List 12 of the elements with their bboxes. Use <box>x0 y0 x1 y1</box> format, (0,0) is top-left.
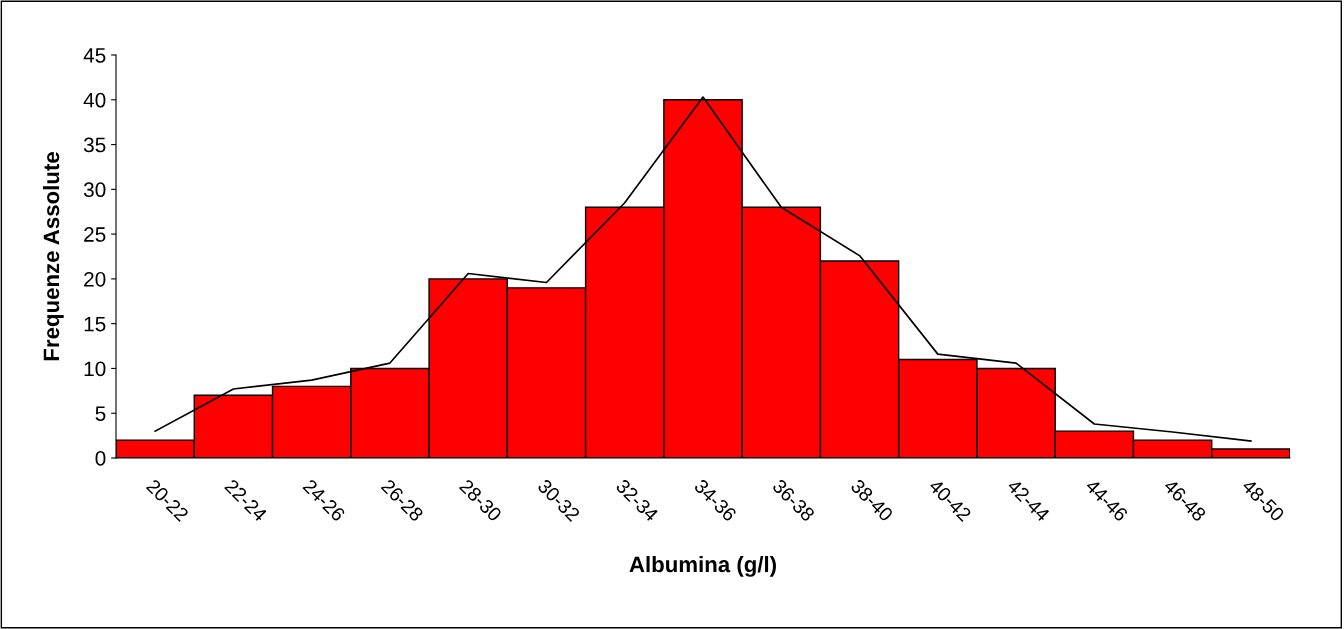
y-tick-label: 10 <box>84 361 106 377</box>
y-tick-label: 40 <box>83 92 106 108</box>
y-tick-label: 0 <box>95 451 106 466</box>
y-tick-label: 15 <box>84 316 106 332</box>
y-tick-label: 20 <box>84 271 106 287</box>
y-tick-label: 45 <box>83 48 106 63</box>
x-axis-title: Albumina (g/l) <box>629 555 776 577</box>
y-tick-label: 5 <box>95 406 106 421</box>
y-tick-label: 35 <box>83 137 106 153</box>
y-tick-label: 30 <box>83 182 106 198</box>
y-axis-title: Frequenze Assolute <box>42 152 64 361</box>
y-tick-label: 25 <box>84 227 106 242</box>
